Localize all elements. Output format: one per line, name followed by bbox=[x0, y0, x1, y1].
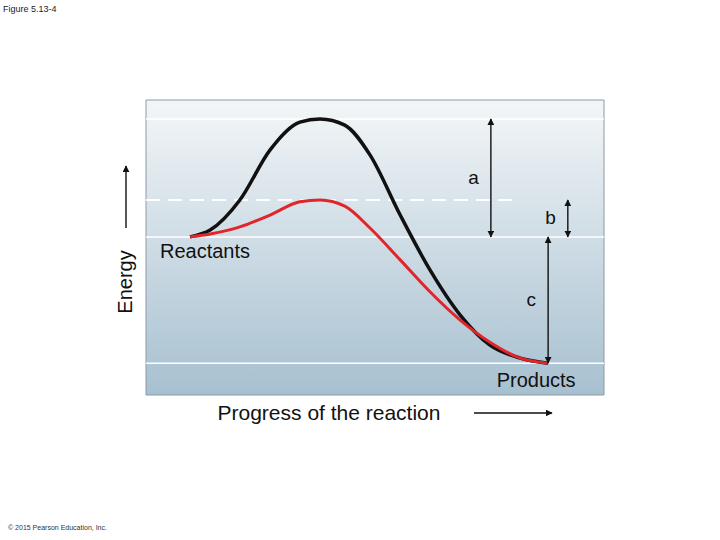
svg-text:b: b bbox=[545, 207, 556, 228]
svg-text:Progress of the reaction: Progress of the reaction bbox=[218, 401, 441, 424]
svg-text:Energy: Energy bbox=[114, 250, 136, 313]
svg-text:a: a bbox=[468, 167, 479, 188]
svg-text:Figure 5.13-4: Figure 5.13-4 bbox=[8, 4, 57, 14]
svg-text:© 2015 Pearson Education, Inc.: © 2015 Pearson Education, Inc. bbox=[8, 524, 107, 531]
svg-text:c: c bbox=[527, 289, 537, 310]
svg-text:Reactants: Reactants bbox=[160, 240, 250, 262]
svg-text:Products: Products bbox=[497, 369, 576, 391]
